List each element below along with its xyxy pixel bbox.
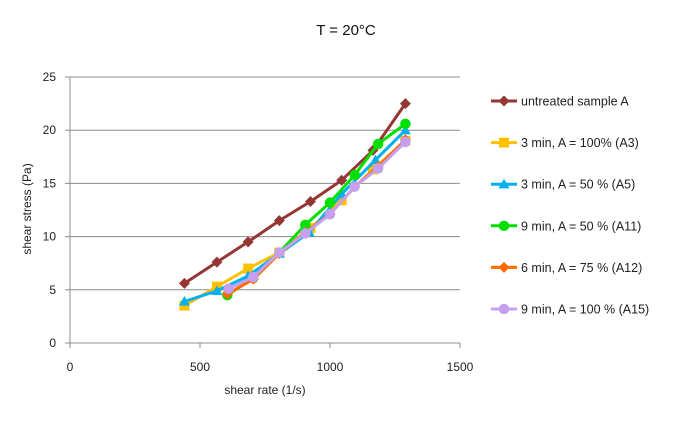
x-tick-label: 1500 — [447, 360, 474, 374]
legend-label: 3 min, A = 100% (A3) — [521, 136, 639, 150]
legend-item-3: 3 min, A = 50 % (A5) — [491, 178, 635, 192]
y-tick-label: 10 — [43, 230, 57, 244]
y-tick-label: 5 — [49, 283, 56, 297]
legend-item-6: 9 min, A = 100 % (A15) — [491, 303, 649, 317]
data-point — [499, 137, 509, 148]
x-tick-label: 1000 — [317, 360, 344, 374]
y-tick-label: 0 — [49, 336, 56, 350]
data-point — [243, 263, 254, 274]
data-point — [399, 124, 411, 135]
x-tick-label: 0 — [67, 360, 74, 374]
data-point — [399, 98, 411, 110]
data-point — [400, 118, 411, 130]
data-point — [498, 178, 510, 189]
legend-item-5: 6 min, A = 75 % (A12) — [491, 261, 642, 275]
data-point — [242, 236, 254, 248]
legend-label: 9 min, A = 50 % (A11) — [521, 219, 641, 233]
data-point — [336, 188, 348, 199]
data-point — [324, 209, 336, 220]
data-point — [300, 228, 311, 239]
legend-label: 9 min, A = 100 % (A15) — [521, 303, 649, 317]
data-point — [179, 300, 190, 311]
x-tick-label: 500 — [190, 360, 210, 374]
data-point — [274, 247, 285, 258]
data-point — [211, 285, 223, 295]
x-axis-title: shear rate (1/s) — [224, 383, 305, 397]
series-line — [183, 129, 407, 303]
data-point — [248, 271, 259, 283]
series-group — [178, 98, 411, 311]
legend-label: 6 min, A = 75 % (A12) — [521, 261, 642, 275]
legend-item-1: untreated sample A — [491, 95, 629, 109]
data-point — [178, 296, 190, 306]
data-point — [498, 220, 510, 232]
axes: 0 5 10 15 20 25 0 500 1000 1500 — [43, 70, 474, 374]
series-1 — [178, 98, 411, 289]
data-point — [498, 261, 510, 273]
y-tick-label: 25 — [43, 70, 57, 84]
legend: untreated sample A 3 min, A = 100% (A3) 3 … — [491, 95, 649, 317]
data-point — [498, 95, 510, 107]
data-point — [336, 174, 348, 186]
chart-title: T = 20°C — [316, 22, 376, 39]
data-point — [178, 277, 190, 289]
data-point — [300, 219, 311, 231]
data-point — [273, 215, 285, 227]
y-axis-title: shear stress (Pa) — [20, 163, 34, 254]
data-point — [349, 169, 360, 181]
data-point — [211, 256, 223, 268]
y-tick-label: 20 — [43, 123, 57, 137]
series-line — [226, 122, 407, 297]
data-point — [372, 138, 384, 150]
data-point — [372, 163, 384, 174]
data-point — [223, 283, 234, 294]
data-point — [324, 197, 336, 208]
legend-label: 3 min, A = 50 % (A5) — [521, 178, 635, 192]
data-point — [400, 136, 411, 148]
data-point — [305, 195, 316, 207]
legend-item-4: 9 min, A = 50 % (A11) — [491, 219, 641, 233]
legend-label: untreated sample A — [521, 95, 629, 109]
data-point — [349, 181, 360, 192]
legend-item-2: 3 min, A = 100% (A3) — [491, 136, 639, 150]
series-6 — [223, 136, 411, 294]
data-point — [498, 303, 510, 315]
y-tick-label: 15 — [43, 176, 57, 190]
